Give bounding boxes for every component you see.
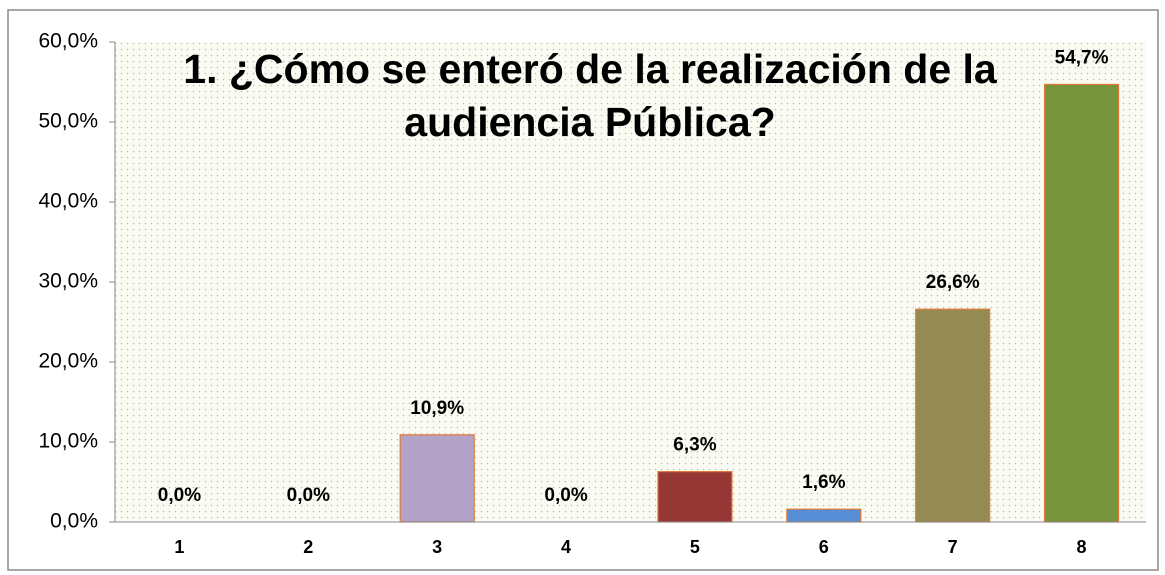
- x-tick-label: 3: [432, 537, 442, 557]
- value-label: 26,6%: [926, 272, 980, 293]
- y-tick-label: 20,0%: [38, 350, 98, 373]
- y-tick-label: 10,0%: [38, 430, 98, 453]
- bar: [657, 471, 733, 523]
- value-label: 6,3%: [673, 435, 716, 456]
- chart-title: audiencia Pública?: [404, 99, 775, 145]
- x-tick-label: 6: [819, 537, 829, 557]
- value-label: 0,0%: [287, 485, 330, 506]
- x-tick-label: 4: [561, 537, 571, 557]
- value-label: 1,6%: [802, 472, 845, 493]
- y-tick-label: 60,0%: [38, 30, 98, 53]
- y-tick-label: 50,0%: [38, 110, 98, 133]
- x-tick-label: 8: [1077, 537, 1087, 557]
- x-tick-label: 7: [948, 537, 958, 557]
- x-tick-label: 1: [174, 537, 184, 557]
- bar: [1043, 83, 1120, 523]
- value-label: 54,7%: [1055, 47, 1109, 68]
- bar: [399, 434, 475, 523]
- chart-title: 1. ¿Cómo se enteró de la realización de …: [183, 46, 998, 92]
- y-tick-label: 30,0%: [38, 270, 98, 293]
- x-tick-label: 5: [690, 537, 700, 557]
- value-label: 0,0%: [544, 485, 587, 506]
- value-label: 10,9%: [410, 398, 464, 419]
- bar: [786, 508, 862, 523]
- value-label: 0,0%: [158, 485, 201, 506]
- y-tick-label: 40,0%: [38, 190, 98, 213]
- y-tick-label: 0,0%: [50, 510, 98, 533]
- x-tick-label: 2: [303, 537, 313, 557]
- bar: [915, 308, 991, 523]
